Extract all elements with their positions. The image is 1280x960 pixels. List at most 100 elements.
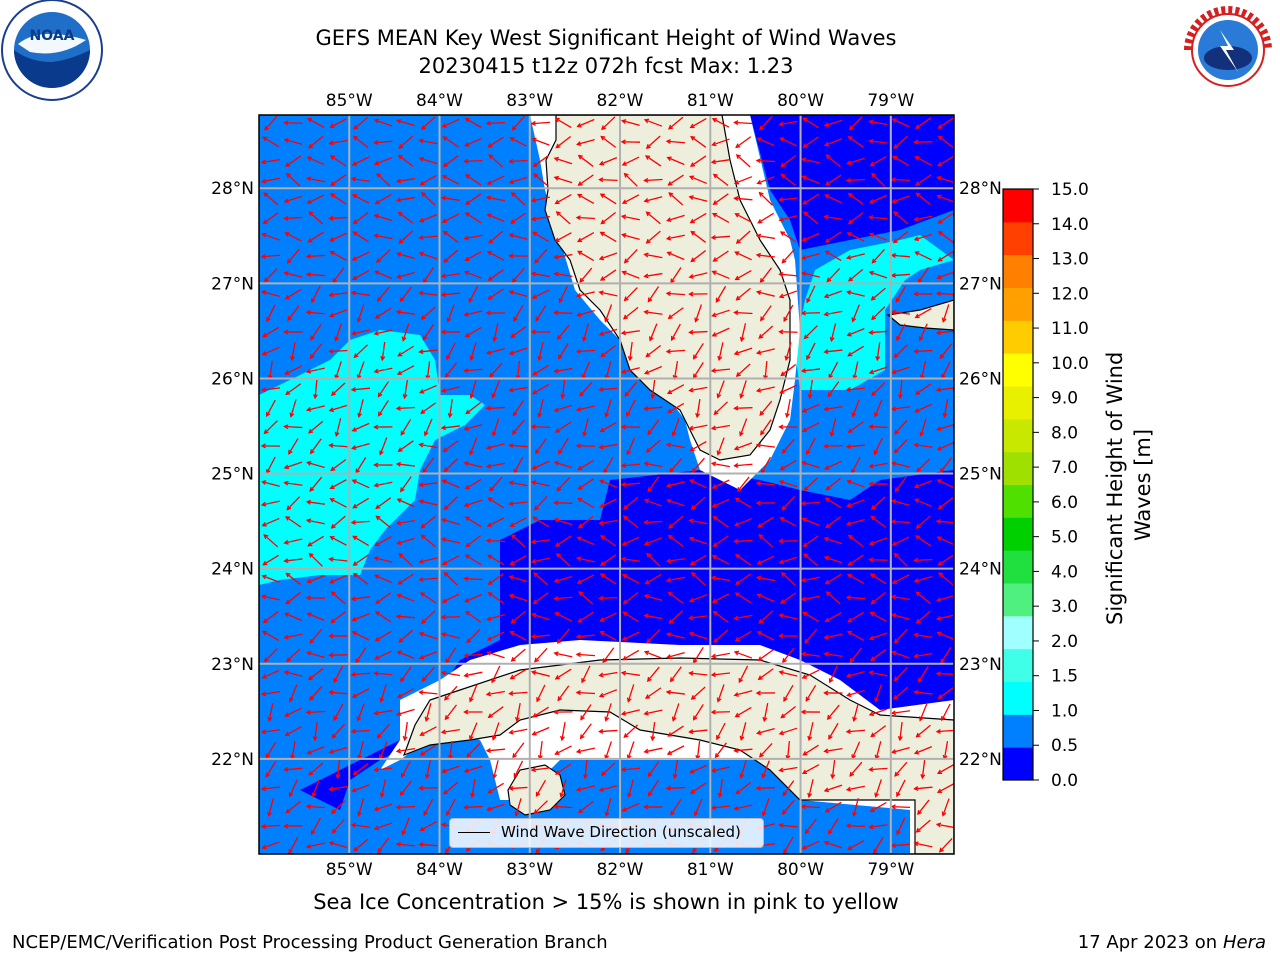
- wave-arrow-head: [263, 534, 269, 540]
- wave-arrow: [396, 843, 416, 847]
- wave-arrow-head: [935, 330, 941, 336]
- wave-arrow-head: [534, 657, 539, 663]
- wave-arrow-head: [802, 117, 808, 123]
- wave-arrow-head: [875, 355, 881, 362]
- wave-arrow: [899, 379, 903, 399]
- wave-arrow-head: [936, 274, 942, 280]
- wave-arrow-head: [397, 351, 403, 357]
- wave-arrow: [736, 287, 751, 301]
- wave-arrow-head: [509, 137, 515, 142]
- wave-arrow-head: [938, 572, 944, 578]
- wave-arrow-head: [262, 136, 268, 142]
- wave-arrow: [645, 573, 662, 585]
- wave-arrow: [555, 232, 572, 242]
- wave-arrow: [509, 786, 528, 790]
- wave-arrow: [329, 691, 348, 695]
- wave-arrow: [802, 117, 820, 129]
- wave-arrow: [421, 306, 436, 320]
- wave-arrow: [421, 116, 436, 130]
- wave-arrow-head: [623, 504, 629, 510]
- wave-arrow-head: [284, 232, 290, 237]
- wave-arrow: [374, 329, 393, 335]
- wave-arrow: [806, 285, 816, 303]
- wave-arrow: [555, 763, 572, 775]
- wave-arrow: [554, 404, 573, 412]
- wave-arrow: [802, 461, 820, 469]
- wave-arrow-head: [801, 255, 807, 260]
- wave-arrow: [712, 593, 730, 603]
- wave-arrow: [374, 709, 393, 715]
- land-cuba: [402, 657, 954, 854]
- wave-arrow: [779, 614, 798, 620]
- wave-arrow-head: [710, 159, 717, 165]
- wave-arrow-head: [351, 787, 357, 793]
- wave-arrow-head: [755, 387, 762, 393]
- wave-arrow-head: [711, 484, 717, 489]
- wave-arrow-head: [868, 138, 874, 144]
- wave-arrow: [824, 215, 843, 221]
- wave-arrow: [824, 138, 843, 146]
- wave-arrow: [443, 231, 459, 243]
- lat-tick-label-left: 22°N: [211, 750, 254, 770]
- wave-arrow-head: [846, 502, 852, 508]
- wave-arrow-head: [377, 392, 383, 398]
- wave-arrow: [577, 557, 595, 563]
- wave-arrow: [330, 232, 347, 242]
- wave-arrow-head: [532, 516, 538, 522]
- wave-arrow: [780, 592, 797, 604]
- wave-arrow-head: [508, 690, 514, 696]
- wave-arrow-head: [847, 617, 853, 623]
- wave-arrow: [419, 500, 438, 506]
- wave-arrow-head: [535, 316, 540, 322]
- wave-arrow-head: [508, 350, 515, 356]
- wave-arrow: [739, 418, 748, 436]
- wave-arrow: [444, 685, 458, 701]
- wave-arrow-head: [643, 369, 650, 375]
- wave-arrow: [561, 722, 566, 740]
- wave-arrow-head: [530, 539, 537, 545]
- wave-arrow-head: [713, 410, 719, 416]
- wave-arrow-head: [511, 125, 517, 131]
- wave-arrow-head: [352, 135, 358, 141]
- wave-arrow: [306, 273, 326, 277]
- wave-arrow-head: [514, 716, 520, 723]
- wave-arrow-head: [373, 806, 380, 812]
- wave-arrow: [824, 537, 843, 545]
- wave-arrow: [622, 194, 640, 204]
- wave-arrow: [423, 267, 434, 283]
- wave-arrow-head: [824, 238, 831, 243]
- wave-arrow: [599, 178, 618, 182]
- wave-arrow-head: [620, 462, 626, 468]
- wave-arrow-head: [486, 650, 492, 656]
- wave-arrow-head: [869, 161, 875, 167]
- wave-arrow: [734, 690, 753, 696]
- wave-arrow-head: [824, 617, 830, 623]
- wave-arrow-head: [665, 689, 672, 695]
- wave-arrow-head: [265, 753, 271, 759]
- wave-arrow: [712, 213, 730, 223]
- wave-arrow-head: [913, 291, 919, 297]
- wave-arrow: [921, 759, 926, 779]
- wave-arrow-head: [733, 120, 739, 126]
- wave-arrow: [693, 704, 704, 720]
- wave-arrow-head: [554, 750, 560, 755]
- wave-arrow-head: [890, 842, 896, 848]
- wave-arrow-head: [418, 785, 424, 791]
- wave-arrow-head: [330, 591, 336, 597]
- wave-arrow-head: [576, 237, 583, 243]
- wave-arrow-head: [849, 771, 855, 777]
- wave-arrow-head: [869, 612, 875, 617]
- wave-arrow-head: [463, 709, 469, 715]
- wave-arrow: [351, 387, 371, 391]
- wave-arrow: [757, 727, 775, 735]
- wave-arrow-head: [508, 179, 514, 185]
- wave-arrow: [486, 539, 506, 543]
- wave-arrow-head: [688, 175, 695, 181]
- wave-arrow: [599, 479, 618, 489]
- wave-arrow-head: [827, 392, 833, 398]
- wave-arrow-head: [758, 334, 764, 339]
- wave-arrow-head: [560, 735, 565, 742]
- wave-arrow-head: [852, 811, 857, 818]
- lon-tick-label-top: 85°W: [326, 91, 373, 111]
- wave-arrow: [352, 251, 370, 261]
